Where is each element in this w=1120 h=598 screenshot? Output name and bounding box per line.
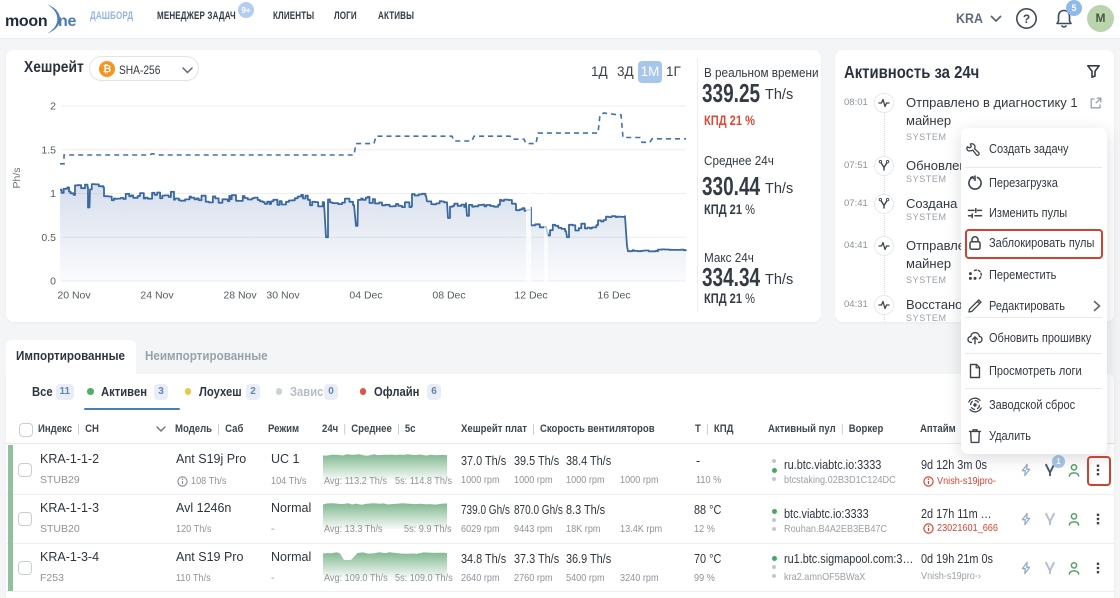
svg-text:04 Dec: 04 Dec <box>349 290 382 302</box>
svg-text:2: 2 <box>50 101 56 113</box>
svg-text:?: ? <box>1023 12 1030 26</box>
svg-text:16 Dec: 16 Dec <box>597 290 630 302</box>
svg-text:24 Nov: 24 Nov <box>140 290 174 302</box>
svg-text:1.5: 1.5 <box>41 144 56 156</box>
svg-text:08 Dec: 08 Dec <box>432 290 465 302</box>
svg-text:12 Dec: 12 Dec <box>514 290 547 302</box>
svg-text:Ph/s: Ph/s <box>11 167 23 188</box>
svg-text:28 Nov: 28 Nov <box>223 290 257 302</box>
svg-text:1: 1 <box>50 188 56 200</box>
svg-text:moon: moon <box>6 13 47 30</box>
svg-text:ne: ne <box>58 13 76 30</box>
svg-text:0.5: 0.5 <box>41 232 56 244</box>
svg-text:0: 0 <box>50 276 56 288</box>
svg-text:20 Nov: 20 Nov <box>57 290 91 302</box>
svg-text:30 Nov: 30 Nov <box>266 290 300 302</box>
